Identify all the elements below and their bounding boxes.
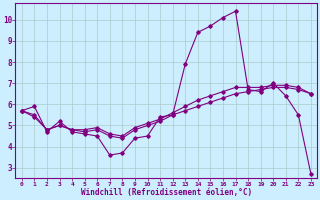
X-axis label: Windchill (Refroidissement éolien,°C): Windchill (Refroidissement éolien,°C) [81,188,252,197]
